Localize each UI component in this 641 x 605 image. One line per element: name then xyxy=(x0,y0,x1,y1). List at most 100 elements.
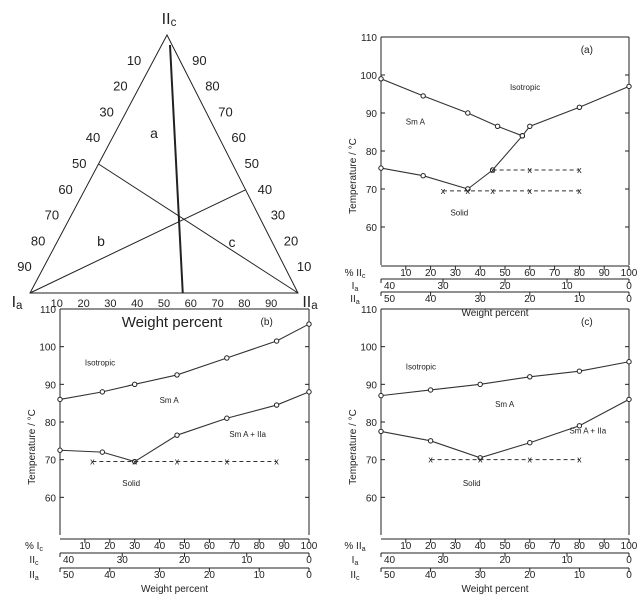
x-tick-label: 0 xyxy=(626,281,632,292)
data-point xyxy=(273,338,280,344)
ternary-bottom-tick: 90 xyxy=(265,298,277,310)
data-point xyxy=(273,402,280,408)
data-point xyxy=(306,321,312,327)
y-tick-label: 100 xyxy=(360,71,377,82)
data-point xyxy=(224,355,230,361)
series-line-1 xyxy=(521,85,630,137)
x-tick-label: 0 xyxy=(626,294,632,305)
x-tick-label: 0 xyxy=(626,555,632,566)
data-point-x: x xyxy=(466,186,471,196)
region-label: Isotropic xyxy=(510,83,540,92)
x-tick-label: 10 xyxy=(241,555,253,566)
ternary-bottom-tick: 60 xyxy=(185,298,197,310)
data-point-x: x xyxy=(428,455,433,465)
axis-row-name-0: % IIa xyxy=(344,541,365,553)
data-point xyxy=(626,83,632,90)
data-point xyxy=(519,133,526,139)
ternary-line-label-b: b xyxy=(97,233,105,249)
region-label: Solid xyxy=(463,479,481,488)
region-label: Isotropic xyxy=(406,362,436,371)
x-tick-label: 40 xyxy=(425,294,437,305)
x-tick-label: 100 xyxy=(301,541,318,552)
data-point xyxy=(576,368,583,374)
data-point-x: x xyxy=(274,457,279,467)
panel-label: (c) xyxy=(581,317,593,328)
x-tick-label: 30 xyxy=(129,541,141,552)
data-point xyxy=(465,110,471,116)
ternary-line-a xyxy=(169,44,184,294)
data-point xyxy=(132,381,138,388)
series-line-0 xyxy=(380,78,523,137)
x-tick-label: 0 xyxy=(306,555,312,566)
x-tick-label: 100 xyxy=(621,268,638,279)
data-point-x: x xyxy=(441,186,446,196)
x-tick-label: 20 xyxy=(524,294,536,305)
region-label: Sm A xyxy=(160,396,180,405)
data-point xyxy=(527,440,533,446)
data-point xyxy=(427,387,434,393)
data-point xyxy=(576,104,583,111)
data-point-x: x xyxy=(490,165,495,175)
ternary-bottom-tick: 40 xyxy=(131,298,143,310)
data-point xyxy=(378,392,384,399)
x-tick-label: 20 xyxy=(499,555,511,566)
data-point-x: x xyxy=(132,457,137,467)
x-tick-label: 30 xyxy=(475,294,487,305)
x-tick-label: 70 xyxy=(549,541,561,552)
x-tick-label: 30 xyxy=(437,281,449,292)
x-tick-label: 30 xyxy=(117,555,129,566)
ternary-left-tick: 80 xyxy=(31,233,45,248)
y-tick-label: 100 xyxy=(39,343,56,354)
x-tick-label: 40 xyxy=(475,541,487,552)
data-point xyxy=(576,423,583,429)
x-tick-label: 20 xyxy=(499,281,511,292)
data-point xyxy=(174,432,180,438)
data-point xyxy=(626,396,632,403)
x-tick-label: 20 xyxy=(204,570,216,581)
x-tick-label: 20 xyxy=(425,541,437,552)
x-axis-label: Weight percent xyxy=(141,584,208,595)
panel-label: (b) xyxy=(261,317,273,328)
region-label: Solid xyxy=(450,209,468,218)
ternary-left-tick: 60 xyxy=(58,182,72,197)
y-tick-label: 100 xyxy=(360,343,377,354)
ternary-right-tick: 40 xyxy=(258,182,272,197)
x-tick-label: 20 xyxy=(179,555,191,566)
x-tick-label: 50 xyxy=(499,268,511,279)
ternary-line-label-c: c xyxy=(229,234,236,250)
ternary-left-tick: 40 xyxy=(86,130,100,145)
ternary-right-tick: 70 xyxy=(218,104,232,119)
region-label: Sm A xyxy=(495,400,515,409)
ternary-line-c xyxy=(98,163,299,294)
x-tick-label: 10 xyxy=(400,268,412,279)
series-line-2 xyxy=(380,167,468,190)
ternary-left-tick: 70 xyxy=(45,208,59,223)
x-tick-label: 40 xyxy=(104,570,116,581)
x-tick-label: 70 xyxy=(229,541,241,552)
ternary-left-tick: 20 xyxy=(113,79,127,94)
data-point-x: x xyxy=(577,186,582,196)
x-tick-label: 90 xyxy=(599,268,611,279)
y-tick-label: 110 xyxy=(361,33,377,44)
x-tick-label: 30 xyxy=(437,555,449,566)
ternary-left-tick: 50 xyxy=(72,156,86,171)
x-tick-label: 20 xyxy=(425,268,437,279)
y-tick-label: 110 xyxy=(361,305,377,316)
x-tick-label: 40 xyxy=(63,555,75,566)
ternary-right-tick: 90 xyxy=(192,53,206,68)
axis-row-name-0: % IIc xyxy=(345,268,366,280)
y-tick-label: 80 xyxy=(45,418,57,429)
x-tick-label: 70 xyxy=(549,268,561,279)
data-point xyxy=(99,449,106,455)
y-tick-label: 90 xyxy=(366,380,378,391)
data-point-x: x xyxy=(478,455,483,465)
axis-row-name-1: Ia xyxy=(352,281,359,293)
y-tick-label: 60 xyxy=(45,493,57,504)
region-label: Isotropic xyxy=(85,359,115,368)
y-tick-label: 110 xyxy=(40,305,56,316)
ternary-right-tick: 80 xyxy=(205,79,219,94)
y-axis-label: Temperature / °C xyxy=(348,138,359,214)
vertex-label-left: Ia xyxy=(12,294,23,312)
